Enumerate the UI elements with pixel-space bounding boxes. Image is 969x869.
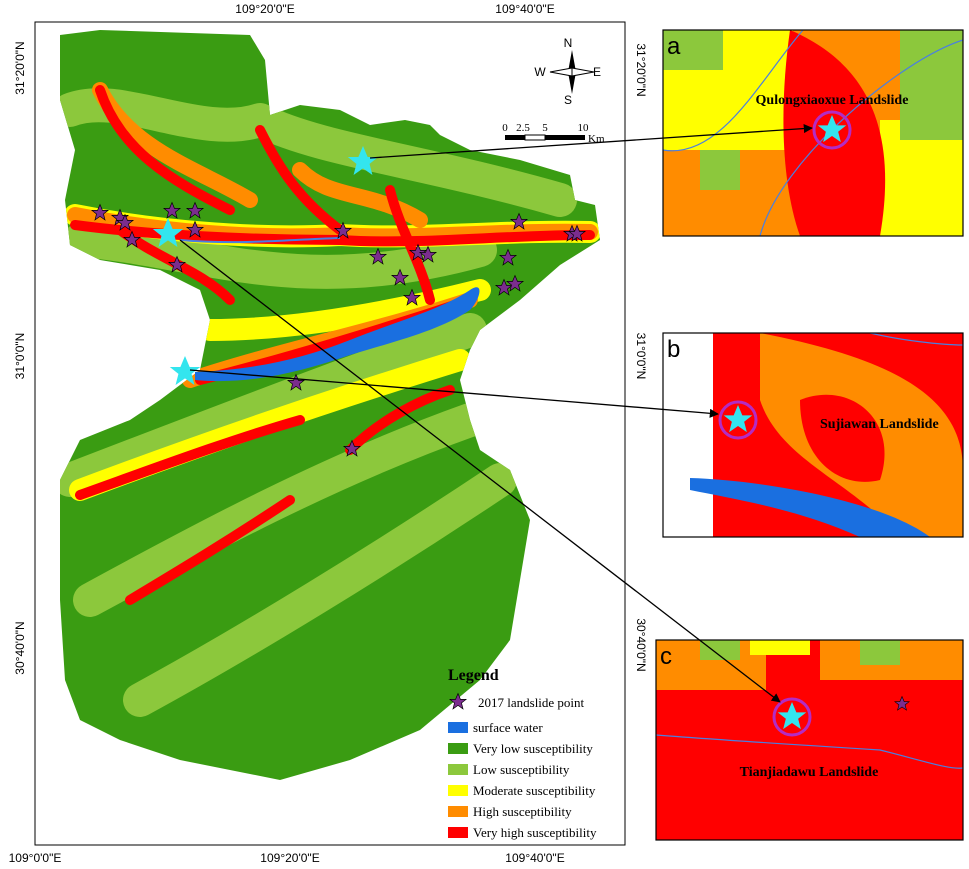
legend-swatch bbox=[448, 743, 468, 754]
scale-label: 10 bbox=[578, 122, 590, 134]
legend-swatch bbox=[448, 722, 468, 733]
inset-label: Sujiawan Landslide bbox=[820, 417, 939, 432]
scale-label: 0 bbox=[502, 122, 508, 134]
inset-letter: a bbox=[667, 33, 681, 60]
inset-river bbox=[869, 333, 963, 346]
compass-e: E bbox=[593, 65, 601, 79]
inset-area bbox=[663, 333, 713, 537]
inset-area bbox=[750, 640, 810, 655]
inset-letter: c bbox=[660, 643, 672, 670]
legend-label: Low susceptibility bbox=[473, 762, 570, 777]
inset-frame bbox=[662, 332, 964, 538]
river bbox=[179, 237, 341, 244]
highlight-ring bbox=[772, 697, 812, 737]
inset-river bbox=[656, 734, 963, 769]
surface-water bbox=[195, 287, 480, 382]
top-coord: 109°40'0"E bbox=[495, 2, 554, 16]
legend-label: Very high susceptibility bbox=[473, 825, 597, 840]
inset bbox=[663, 30, 963, 236]
inset-area bbox=[700, 640, 900, 665]
right-coord: 31°0'0"N bbox=[634, 333, 648, 380]
scale-unit: Km bbox=[588, 133, 605, 145]
pointer-arrow bbox=[369, 124, 813, 159]
inset-area bbox=[663, 30, 963, 190]
left-coord: 31°0'0"N bbox=[13, 333, 27, 380]
scale-bar: 0 2.5 5 10 Km bbox=[502, 122, 605, 145]
scale-label: 5 bbox=[542, 122, 548, 134]
legend-label: surface water bbox=[473, 720, 543, 735]
legend-swatch bbox=[448, 827, 468, 838]
pointer-arrow bbox=[179, 239, 781, 703]
highlight-ring bbox=[718, 400, 758, 440]
inset-area bbox=[663, 30, 963, 236]
inset bbox=[663, 333, 963, 537]
compass: N S W E bbox=[534, 36, 601, 107]
legend-label: Very low susceptibility bbox=[473, 741, 593, 756]
compass-w: W bbox=[534, 65, 546, 79]
inset-letter: b bbox=[667, 336, 680, 363]
legend-swatch bbox=[448, 764, 468, 775]
right-coord: 31°20'0"N bbox=[634, 43, 648, 96]
inset-frame bbox=[655, 639, 964, 841]
left-coord: 30°40'0"N bbox=[13, 621, 27, 674]
legend-label: High susceptibility bbox=[473, 804, 572, 819]
legend: Legend 2017 landslide point surface wate… bbox=[448, 667, 597, 840]
top-coord: 109°20'0"E bbox=[235, 2, 294, 16]
inset-area bbox=[690, 478, 930, 537]
bottom-coord: 109°20'0"E bbox=[260, 851, 319, 865]
susceptibility-band bbox=[60, 88, 577, 717]
legend-label: Moderate susceptibility bbox=[473, 783, 596, 798]
bottom-coord: 109°0'0"E bbox=[9, 851, 62, 865]
bottom-coord: 109°40'0"E bbox=[505, 851, 564, 865]
compass-n: N bbox=[564, 36, 573, 50]
legend-swatch bbox=[448, 806, 468, 817]
inset-area bbox=[800, 394, 885, 482]
legend-label: 2017 landslide point bbox=[478, 695, 585, 710]
inset-label: Qulongxiaoxue Landslide bbox=[756, 93, 909, 108]
legend-title: Legend bbox=[448, 667, 499, 684]
pointer-arrow bbox=[189, 369, 719, 418]
inset-label: Tianjiadawu Landslide bbox=[740, 765, 879, 780]
right-coord: 30°40'0"N bbox=[634, 618, 648, 671]
inset-frame bbox=[662, 29, 964, 237]
scale-label: 2.5 bbox=[516, 122, 530, 134]
compass-s: S bbox=[564, 93, 572, 107]
inset bbox=[656, 640, 963, 840]
highlight-ring bbox=[812, 110, 852, 150]
left-coord: 31°20'0"N bbox=[13, 41, 27, 94]
legend-swatch bbox=[448, 785, 468, 796]
